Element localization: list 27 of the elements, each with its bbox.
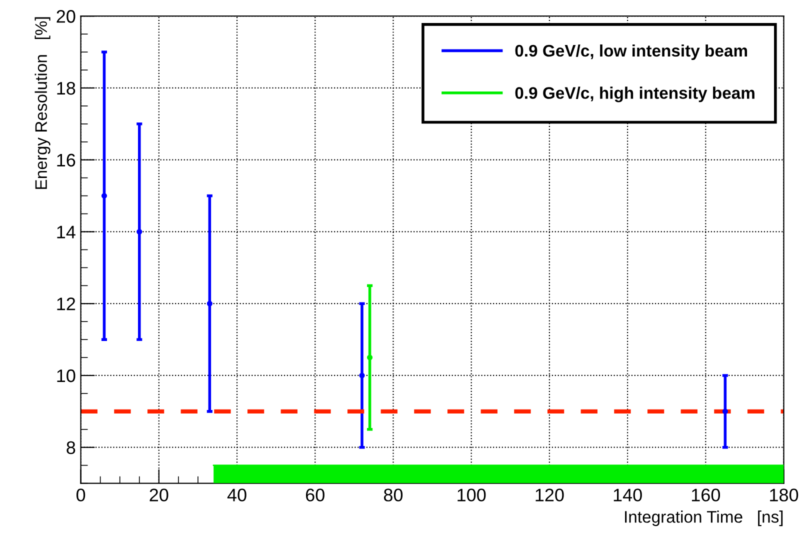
x-tick-label: 40 [227,488,246,502]
y-tick-label: 18 [57,82,76,95]
point [359,372,365,378]
point [367,354,373,360]
y-tick-label: 16 [57,154,76,167]
x-tick-label: 160 [692,488,720,502]
x-tick-label: 120 [536,488,564,502]
x-tick-label: 180 [770,488,798,502]
x-tick-label: 60 [306,488,324,502]
legend-label: 0.9 GeV/c, high intensity beam [515,86,754,102]
x-tick-label: 20 [150,488,168,502]
y-tick-label: 12 [57,298,76,310]
point [722,408,728,414]
x-tick-label: 80 [384,488,403,502]
point [136,228,142,235]
y-tick-label: 10 [57,369,76,382]
x-tick-label: 0 [76,488,86,502]
point [101,193,108,199]
legend-label: 0.9 GeV/c, low intensity beam [515,44,748,60]
x-tick-label: 100 [458,488,486,502]
x-tick-label: 140 [614,488,642,502]
x-axis-title: Integration Time [ns] [625,510,783,526]
y-tick-label: 8 [66,441,76,454]
y-tick-label: 14 [57,226,76,238]
point [206,300,212,306]
y-axis-title: Energy Resolution [%] [34,17,50,189]
y-tick-label: 20 [56,10,76,23]
